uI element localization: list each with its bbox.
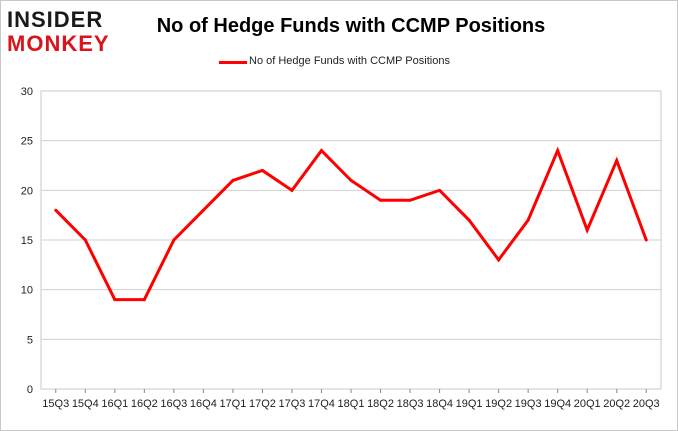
x-tick-label-16Q1: 16Q1 [101, 398, 128, 410]
series-line-0 [54, 146, 648, 302]
x-tick-label-18Q1: 18Q1 [338, 398, 365, 410]
x-tick-label-15Q3: 15Q3 [42, 398, 69, 410]
data-point-17Q2 [260, 168, 264, 172]
data-point-18Q1 [349, 178, 353, 182]
data-point-19Q1 [467, 218, 471, 222]
chart-title: No of Hedge Funds with CCMP Positions [156, 15, 546, 37]
data-point-20Q3 [644, 238, 648, 242]
data-point-17Q4 [319, 149, 323, 153]
data-point-19Q2 [497, 258, 501, 262]
logo-line-1: INSIDER [7, 7, 104, 32]
data-point-18Q3 [408, 198, 412, 202]
legend-label: No of Hedge Funds with CCMP Positions [249, 55, 450, 67]
x-tick-label-20Q1: 20Q1 [574, 398, 601, 410]
x-tick-label-19Q3: 19Q3 [515, 398, 542, 410]
y-tick-label-10: 10 [21, 285, 33, 297]
logo-line-2: MONKEY [7, 31, 110, 56]
legend-swatch [219, 61, 247, 64]
data-point-15Q3 [54, 208, 58, 212]
data-point-19Q3 [526, 218, 530, 222]
x-tick-label-19Q4: 19Q4 [544, 398, 571, 410]
x-tick-label-18Q2: 18Q2 [367, 398, 394, 410]
x-tick-label-17Q3: 17Q3 [278, 398, 305, 410]
y-tick-label-15: 15 [21, 235, 33, 247]
data-point-16Q2 [142, 298, 146, 302]
y-tick-label-30: 30 [21, 86, 33, 98]
data-point-17Q3 [290, 188, 294, 192]
x-tick-label-17Q4: 17Q4 [308, 398, 335, 410]
x-tick-label-17Q1: 17Q1 [219, 398, 246, 410]
data-point-16Q1 [113, 298, 117, 302]
x-tick-label-19Q1: 19Q1 [456, 398, 483, 410]
x-tick-label-20Q3: 20Q3 [633, 398, 660, 410]
x-tick-label-16Q3: 16Q3 [160, 398, 187, 410]
x-tick-label-18Q3: 18Q3 [397, 398, 424, 410]
x-tick-label-18Q4: 18Q4 [426, 398, 453, 410]
y-tick-label-5: 5 [27, 334, 33, 346]
data-point-16Q4 [201, 208, 205, 212]
data-point-20Q2 [615, 159, 619, 163]
x-tick-label-16Q4: 16Q4 [190, 398, 217, 410]
x-tick-label-16Q2: 16Q2 [131, 398, 158, 410]
data-point-18Q2 [379, 198, 383, 202]
x-tick-label-19Q2: 19Q2 [485, 398, 512, 410]
y-tick-label-0: 0 [27, 384, 33, 396]
data-point-20Q1 [585, 228, 589, 232]
data-point-19Q4 [556, 149, 560, 153]
x-tick-label-15Q4: 15Q4 [72, 398, 99, 410]
insider-monkey-logo: INSIDER MONKEY [7, 7, 127, 59]
y-tick-label-20: 20 [21, 185, 33, 197]
data-point-16Q3 [172, 238, 176, 242]
data-point-15Q4 [83, 238, 87, 242]
data-point-18Q4 [438, 188, 442, 192]
x-tick-label-20Q2: 20Q2 [603, 398, 630, 410]
x-tick-label-17Q2: 17Q2 [249, 398, 276, 410]
y-tick-label-25: 25 [21, 136, 33, 148]
data-point-17Q1 [231, 178, 235, 182]
